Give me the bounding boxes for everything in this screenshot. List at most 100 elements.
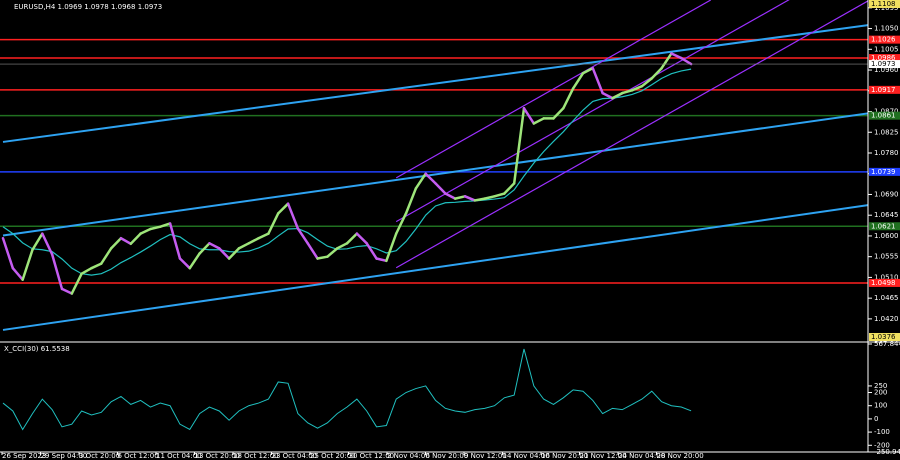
price-segment bbox=[276, 202, 290, 215]
price-segment bbox=[680, 56, 693, 66]
price-segment bbox=[60, 287, 74, 295]
price-segment bbox=[70, 272, 83, 295]
price-segment bbox=[404, 187, 418, 215]
x-tick-label: 18 Oct 12:00 bbox=[233, 452, 279, 460]
price-segment bbox=[621, 89, 634, 95]
y-tick-label: 1.0420 bbox=[874, 315, 899, 323]
current-price-label: 1.0973 bbox=[871, 60, 896, 68]
level-label-box bbox=[869, 85, 900, 94]
trend-line bbox=[395, 0, 712, 179]
highlight-label: 1.1108 bbox=[871, 0, 896, 8]
x-tick-label: 26 Sep 2023 bbox=[2, 452, 46, 460]
price-segment bbox=[159, 222, 172, 228]
x-tick-label: 23 Oct 04:00 bbox=[272, 452, 318, 460]
price-segment bbox=[139, 227, 152, 235]
price-segment bbox=[188, 252, 201, 270]
price-segment bbox=[316, 255, 329, 260]
price-segment bbox=[218, 247, 231, 260]
trend-line bbox=[395, 0, 790, 223]
price-segment bbox=[650, 66, 663, 80]
y-tick-label: 1.0825 bbox=[874, 128, 899, 136]
price-segment bbox=[375, 257, 388, 263]
x-tick-label: 3 Oct 20:00 bbox=[79, 452, 120, 460]
price-segment bbox=[100, 247, 113, 265]
y-tick-label: 1.0780 bbox=[874, 149, 899, 157]
x-tick-label: 30 Oct 12:00 bbox=[349, 452, 395, 460]
highlight-box bbox=[869, 333, 900, 341]
y-tick-label: 250 bbox=[874, 382, 887, 390]
cci-line bbox=[2, 348, 692, 431]
level-label-box bbox=[869, 222, 900, 231]
x-tick-label: 2 Nov 04:00 bbox=[387, 452, 430, 460]
y-tick-label: 1.0690 bbox=[874, 190, 899, 198]
trend-line bbox=[395, 0, 868, 269]
y-tick-label: 1.0870 bbox=[874, 108, 899, 116]
x-tick-label: 28 Nov 20:00 bbox=[657, 452, 704, 460]
price-segment bbox=[31, 232, 44, 252]
x-tick-label: 21 Nov 12:00 bbox=[580, 452, 627, 460]
price-segment bbox=[267, 212, 280, 235]
level-label-box bbox=[869, 167, 900, 176]
y-tick-label: 1.0960 bbox=[874, 66, 899, 74]
x-tick-label: 29 Sep 04:00 bbox=[41, 452, 88, 460]
price-segment bbox=[562, 87, 575, 110]
price-segment bbox=[80, 266, 93, 275]
price-segment bbox=[571, 72, 585, 90]
price-segment bbox=[444, 192, 457, 200]
x-tick-label: 6 Oct 12:00 bbox=[118, 452, 159, 460]
moving-average bbox=[2, 68, 692, 276]
price-segment bbox=[512, 107, 526, 185]
price-segment bbox=[109, 236, 123, 250]
y-tick-label: 1.1005 bbox=[874, 45, 899, 53]
price-segment bbox=[532, 117, 545, 125]
price-segment bbox=[414, 172, 427, 190]
y-tick-label: 100 bbox=[874, 402, 887, 410]
price-segment bbox=[345, 232, 359, 245]
x-tick-label: 9 Nov 12:00 bbox=[464, 452, 507, 460]
current-price-box bbox=[869, 60, 900, 69]
price-segment bbox=[306, 242, 319, 260]
price-segment bbox=[670, 52, 683, 60]
price-segment bbox=[296, 227, 309, 245]
level-label: 1.0739 bbox=[871, 168, 896, 176]
price-segment bbox=[1, 236, 15, 270]
price-segment bbox=[168, 222, 182, 260]
y-tick-label: 1.0510 bbox=[874, 273, 899, 281]
y-tick-label: 1.0555 bbox=[874, 253, 899, 261]
price-segment bbox=[237, 242, 250, 250]
price-segment bbox=[453, 195, 467, 200]
price-segment bbox=[119, 236, 133, 246]
price-segment bbox=[473, 197, 486, 202]
price-segment bbox=[355, 232, 368, 245]
price-segment bbox=[503, 182, 516, 195]
price-segment bbox=[227, 247, 241, 260]
x-tick-label: 24 Nov 04:00 bbox=[618, 452, 665, 460]
price-segment bbox=[581, 66, 595, 75]
level-label: 1.0621 bbox=[871, 222, 896, 230]
price-segment bbox=[257, 232, 270, 240]
chart-title: EURUSD,H4 1.0969 1.0978 1.0968 1.0973 bbox=[14, 3, 162, 11]
price-segment bbox=[611, 91, 624, 100]
level-label-box bbox=[869, 111, 900, 120]
x-tick-label: 11 Oct 04:00 bbox=[156, 452, 202, 460]
price-segment bbox=[90, 262, 103, 270]
price-segment bbox=[591, 66, 604, 95]
price-segment bbox=[424, 172, 437, 185]
price-segment bbox=[493, 192, 506, 198]
level-label: 1.0861 bbox=[871, 112, 896, 120]
y-tick-label: 200 bbox=[874, 389, 887, 397]
level-label-box bbox=[869, 54, 900, 63]
level-label-box bbox=[869, 278, 900, 287]
y-tick-label: 1.0465 bbox=[874, 294, 899, 302]
price-segment bbox=[129, 232, 142, 246]
level-label: 1.0986 bbox=[871, 54, 896, 62]
trend-line bbox=[2, 24, 868, 143]
x-tick-label: 25 Oct 20:00 bbox=[310, 452, 356, 460]
highlight-box bbox=[869, 0, 900, 8]
x-tick-label: 16 Nov 20:00 bbox=[541, 452, 588, 460]
price-segment bbox=[178, 257, 192, 270]
price-segment bbox=[365, 242, 378, 260]
y-tick-label: -200 bbox=[874, 441, 890, 449]
price-segment bbox=[11, 266, 24, 281]
